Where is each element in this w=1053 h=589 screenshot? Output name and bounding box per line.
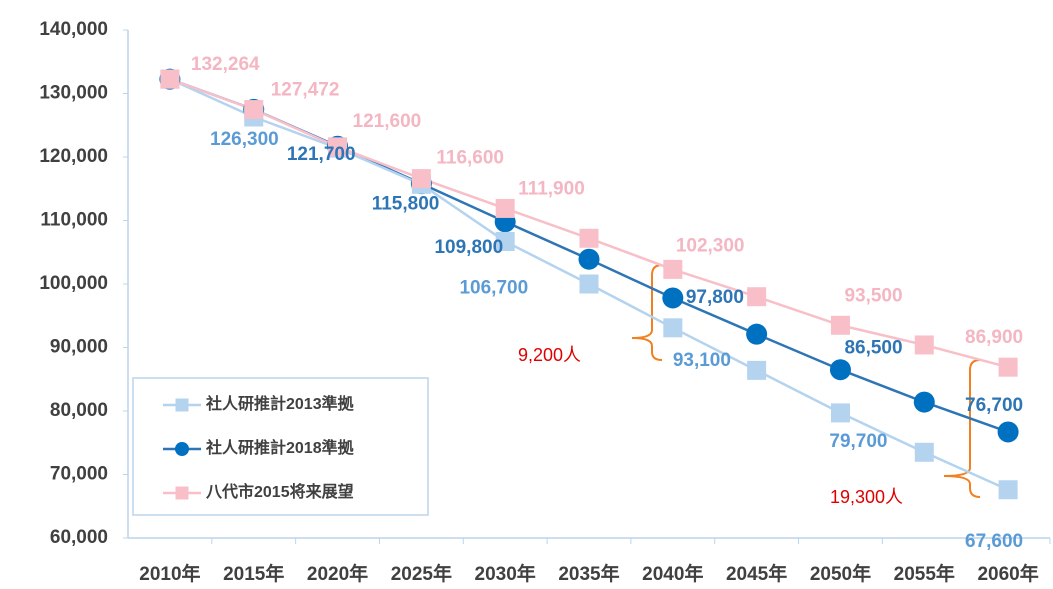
point [579, 274, 599, 294]
point [411, 169, 431, 189]
data-label: 79,700 [829, 431, 887, 452]
y-tick-label: 80,000 [50, 400, 108, 421]
point [160, 69, 180, 89]
data-label: 121,700 [287, 144, 356, 165]
point [913, 391, 935, 413]
legend-label: 社人研推計2018準拠 [205, 438, 355, 457]
data-label: 102,300 [676, 235, 745, 256]
data-label: 67,600 [965, 531, 1023, 552]
data-label: 93,100 [673, 350, 731, 371]
x-tick-label: 2010年 [139, 562, 200, 585]
point [328, 137, 348, 157]
legend-label: 八代市2015将来展望 [205, 482, 354, 501]
data-label: 116,600 [436, 148, 504, 169]
data-label: 132,264 [191, 54, 260, 75]
brace [631, 264, 663, 361]
data-label: 106,700 [459, 277, 528, 298]
point [914, 442, 934, 462]
point [579, 228, 599, 248]
x-tick-label: 2020年 [307, 562, 368, 585]
legend-marker [175, 442, 189, 456]
x-tick-label: 2015年 [223, 562, 284, 585]
y-tick-label: 110,000 [40, 210, 108, 231]
y-tick-label: 70,000 [50, 464, 108, 485]
legend-label: 社人研推計2013準拠 [205, 394, 355, 413]
brace [943, 359, 981, 498]
x-tick-label: 2050年 [810, 562, 871, 585]
point [998, 357, 1018, 377]
data-label: 93,500 [844, 285, 902, 306]
x-tick-label: 2035年 [558, 562, 619, 585]
point [829, 359, 851, 381]
point [578, 248, 600, 270]
legend-marker [175, 398, 189, 412]
point [998, 480, 1018, 500]
point [830, 403, 850, 423]
point [495, 231, 515, 251]
y-tick-label: 140,000 [39, 19, 108, 40]
point [997, 421, 1019, 443]
annotation: 9,200人 [518, 345, 581, 365]
data-label: 115,800 [372, 194, 440, 215]
point [747, 287, 767, 307]
point [495, 198, 515, 218]
point [663, 259, 683, 279]
data-label: 86,900 [965, 327, 1023, 348]
data-label: 111,900 [518, 178, 585, 199]
point [914, 335, 934, 355]
data-label: 86,500 [844, 338, 902, 359]
legend-marker [175, 486, 189, 500]
data-label: 97,800 [686, 287, 744, 308]
point [830, 315, 850, 335]
point [746, 323, 768, 345]
x-tick-label: 2030年 [475, 562, 536, 585]
annotation: 19,300人 [830, 487, 903, 507]
x-tick-label: 2060年 [977, 562, 1038, 585]
point [244, 100, 264, 120]
y-tick-label: 100,000 [39, 273, 108, 294]
point [662, 287, 684, 309]
y-tick-label: 130,000 [39, 83, 108, 104]
point [663, 318, 683, 338]
x-tick-label: 2045年 [726, 562, 787, 585]
data-label: 127,472 [271, 80, 340, 101]
data-label: 109,800 [434, 237, 503, 258]
y-tick-label: 90,000 [50, 337, 108, 358]
y-tick-label: 60,000 [50, 527, 108, 548]
data-label: 121,600 [353, 111, 422, 132]
x-tick-label: 2055年 [894, 562, 955, 585]
data-label: 126,300 [210, 129, 279, 150]
data-label: 76,700 [965, 395, 1023, 416]
x-tick-label: 2040年 [642, 562, 703, 585]
y-tick-label: 120,000 [39, 146, 108, 167]
point [747, 360, 767, 380]
x-tick-label: 2025年 [391, 562, 452, 585]
